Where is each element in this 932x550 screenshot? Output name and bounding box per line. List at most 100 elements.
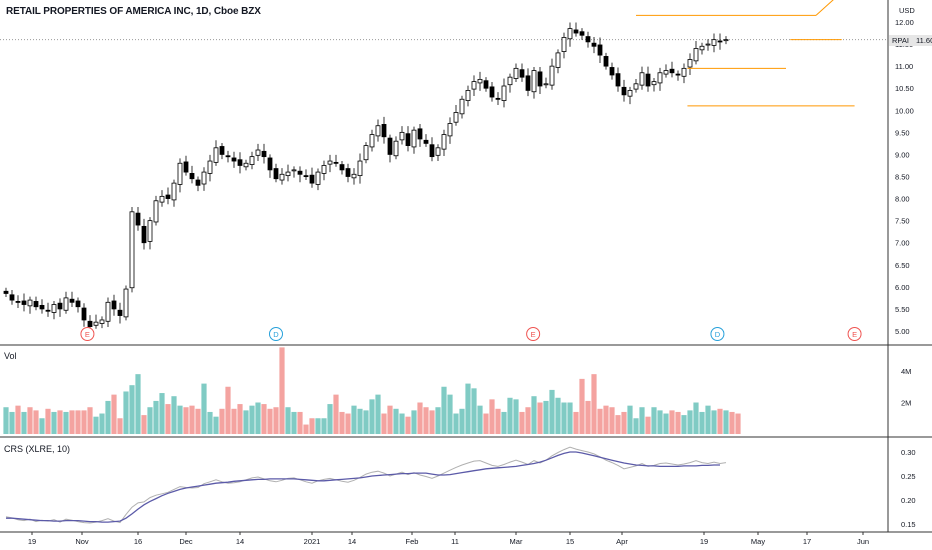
candle-body [195,179,201,186]
ticker-price-badge: RPAI 11.60 [889,35,932,46]
volume-bar [159,393,165,434]
x-axis-label: Dec [179,537,193,546]
event-marker-e [526,327,541,341]
candle-body [663,70,669,75]
candle-body [699,45,705,51]
candle-body [483,80,489,89]
price-tick-label: 5.00 [895,327,910,336]
candle-body [393,140,399,157]
volume-bar [165,404,171,434]
volume-bar [111,394,117,434]
crs-tick-label: 0.15 [901,520,916,529]
candle-body [537,71,543,87]
volume-bar [729,411,735,434]
candle-body [291,169,297,172]
candle-body [57,302,63,310]
volume-bar [279,347,285,434]
volume-bar [363,410,369,434]
volume-bar [33,410,39,434]
event-marker-label: E [85,330,90,339]
candle-body [429,144,435,158]
volume-bar [237,404,243,434]
candle-body [243,162,249,168]
volume-bar [519,411,525,434]
candle-body [63,297,69,311]
candle-body [501,85,507,101]
volume-bar [339,411,345,434]
volume-bar [735,413,741,434]
crs-tick-label: 0.25 [901,472,916,481]
volume-bar [555,397,561,434]
x-axis-label: May [751,537,765,546]
volume-bar [447,394,453,434]
volume-bar [423,407,429,434]
candle-body [411,129,417,148]
candle-body [225,155,231,158]
candle-body [597,44,603,56]
x-axis-label: 11 [451,537,459,546]
candle-body [717,40,723,43]
volume-tick-label: 2M [901,399,911,408]
price-tick-label: 8.50 [895,173,910,182]
candle-body [579,31,585,36]
volume-bar [123,391,129,434]
event-marker-label: D [715,330,721,339]
candle-body [165,194,171,199]
candle-body [249,156,255,165]
volume-bar [177,405,183,434]
volume-bar [141,415,147,434]
candle-body [615,73,621,87]
candle-body [681,67,687,77]
volume-bar [63,411,69,434]
x-axis-label: 16 [134,537,142,546]
volume-bar [627,405,633,434]
candle-body [705,43,711,46]
volume-bar [435,407,441,434]
volume-bar [717,408,723,434]
volume-bar [171,396,177,434]
candle-body [603,56,609,67]
volume-bar [477,405,483,434]
candle-body [357,160,363,177]
candle-body [183,161,189,173]
candle-body [105,301,111,322]
volume-bar [531,396,537,434]
candle-body [207,160,213,174]
candle-body [435,147,441,156]
volume-bar [495,408,501,434]
volume-bar [543,400,549,434]
volume-bar [429,410,435,434]
candle-body [447,123,453,137]
volume-bar [261,404,267,434]
volume-bar [663,413,669,434]
x-axis-label: 19 [28,537,36,546]
price-tick-label: 6.50 [895,261,910,270]
candle-body [471,81,477,90]
volume-bar [57,410,63,434]
candle-body [369,134,375,148]
volume-bar [399,413,405,434]
volume-bar [705,405,711,434]
volume-bar [201,383,207,434]
candle-body [255,149,261,156]
price-tick-label: 7.00 [895,239,910,248]
candle-body [363,145,369,161]
volume-bar [621,411,627,434]
volume-bar [213,416,219,434]
volume-bar [231,408,237,434]
volume-tick-label: 4M [901,367,911,376]
candle-body [15,301,21,303]
candle-body [711,39,717,46]
volume-bar [525,407,531,434]
volume-bar [9,411,15,434]
volume-bar [21,411,27,434]
volume-bar [561,402,567,434]
volume-bar [597,408,603,434]
volume-bar [285,407,291,434]
volume-bar [39,418,45,434]
volume-bar [471,388,477,434]
candle-body [387,137,393,155]
volume-bar [573,411,579,434]
candle-body [375,125,381,137]
